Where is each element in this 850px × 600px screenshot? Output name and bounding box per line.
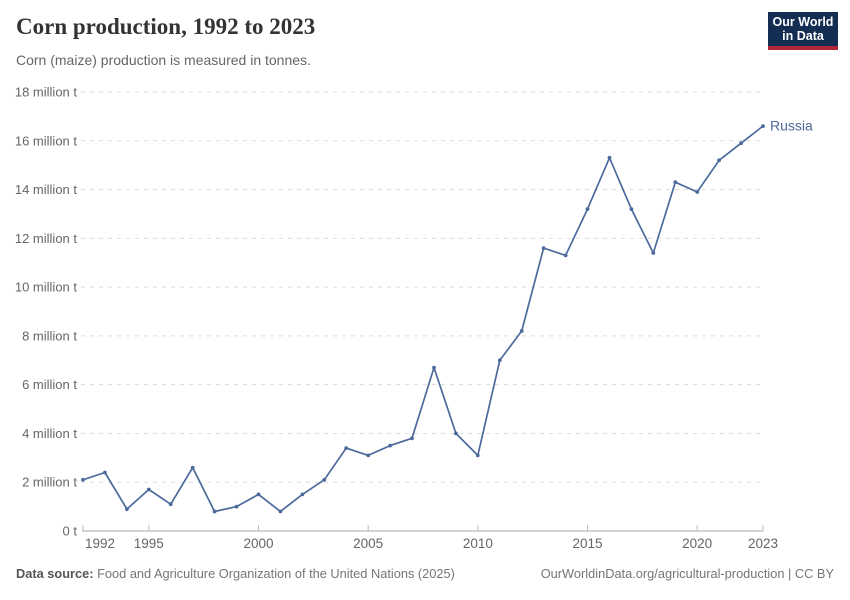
data-point[interactable]	[497, 358, 502, 363]
data-point[interactable]	[607, 155, 612, 160]
x-axis-label: 2000	[243, 536, 273, 551]
page-title: Corn production, 1992 to 2023	[16, 14, 316, 39]
data-point[interactable]	[146, 487, 151, 492]
data-point[interactable]	[695, 190, 700, 194]
x-axis-label: 2005	[353, 536, 383, 551]
owid-logo[interactable]: Our World in Data	[768, 12, 838, 50]
x-axis-label: 2020	[682, 536, 712, 551]
y-axis-label: 10 million t	[15, 280, 78, 295]
data-source: Data source: Food and Agriculture Organi…	[16, 566, 455, 581]
series-end-label: Russia	[770, 118, 813, 134]
data-point[interactable]	[234, 504, 239, 509]
data-point[interactable]	[432, 365, 436, 370]
data-line[interactable]	[82, 125, 764, 513]
owid-logo-line1: Our World	[772, 15, 834, 29]
data-point[interactable]	[212, 509, 217, 514]
data-point[interactable]	[475, 453, 480, 458]
credit-link[interactable]: OurWorldinData.org/agricultural-producti…	[540, 566, 834, 581]
x-axis-label: 2010	[463, 536, 493, 551]
data-point[interactable]	[81, 477, 85, 482]
page-subtitle: Corn (maize) production is measured in t…	[16, 52, 311, 68]
chart-footer: Data source: Food and Agriculture Organi…	[0, 566, 850, 581]
y-axis-label: 8 million t	[22, 328, 77, 343]
y-axis-label: 4 million t	[22, 426, 77, 441]
data-point[interactable]	[278, 509, 283, 514]
y-axis-label: 0 t	[63, 524, 78, 539]
data-point[interactable]	[103, 470, 107, 475]
data-point[interactable]	[739, 141, 743, 146]
data-point[interactable]	[541, 246, 546, 251]
data-point[interactable]	[673, 180, 678, 185]
y-axis-label: 6 million t	[22, 377, 77, 392]
data-point[interactable]	[344, 446, 349, 450]
y-axis-label: 2 million t	[22, 475, 77, 490]
data-point[interactable]	[168, 502, 173, 507]
data-point[interactable]	[322, 477, 327, 482]
data-point[interactable]	[300, 492, 305, 497]
data-point[interactable]	[629, 207, 634, 211]
data-point[interactable]	[190, 465, 195, 470]
data-point[interactable]	[761, 124, 765, 128]
y-axis-label: 18 million t	[15, 85, 78, 100]
data-point[interactable]	[717, 158, 721, 163]
data-source-label: Data source:	[16, 566, 94, 581]
owid-logo-line2: in Data	[782, 29, 824, 43]
data-point[interactable]	[563, 253, 568, 258]
line-chart[interactable]: 0 t 2 million t 4 million t 6 million t 8 mi…	[0, 80, 850, 560]
x-axis-label: 1995	[134, 536, 164, 551]
data-source-text: Food and Agriculture Organization of the…	[97, 566, 455, 581]
data-point[interactable]	[256, 492, 261, 497]
x-axis-label: 2015	[572, 536, 602, 551]
data-point[interactable]	[585, 207, 590, 211]
y-axis-label: 12 million t	[15, 231, 78, 246]
data-point[interactable]	[519, 329, 524, 333]
x-axis-label: 1992	[85, 536, 115, 551]
data-point[interactable]	[410, 436, 414, 441]
data-point[interactable]	[651, 251, 656, 255]
data-point[interactable]	[454, 431, 458, 436]
data-point[interactable]	[125, 507, 129, 511]
y-axis-label: 14 million t	[15, 182, 78, 197]
data-point[interactable]	[366, 453, 371, 458]
data-point[interactable]	[388, 443, 392, 448]
x-axis-label: 2023	[748, 536, 778, 551]
y-axis-label: 16 million t	[15, 133, 78, 148]
